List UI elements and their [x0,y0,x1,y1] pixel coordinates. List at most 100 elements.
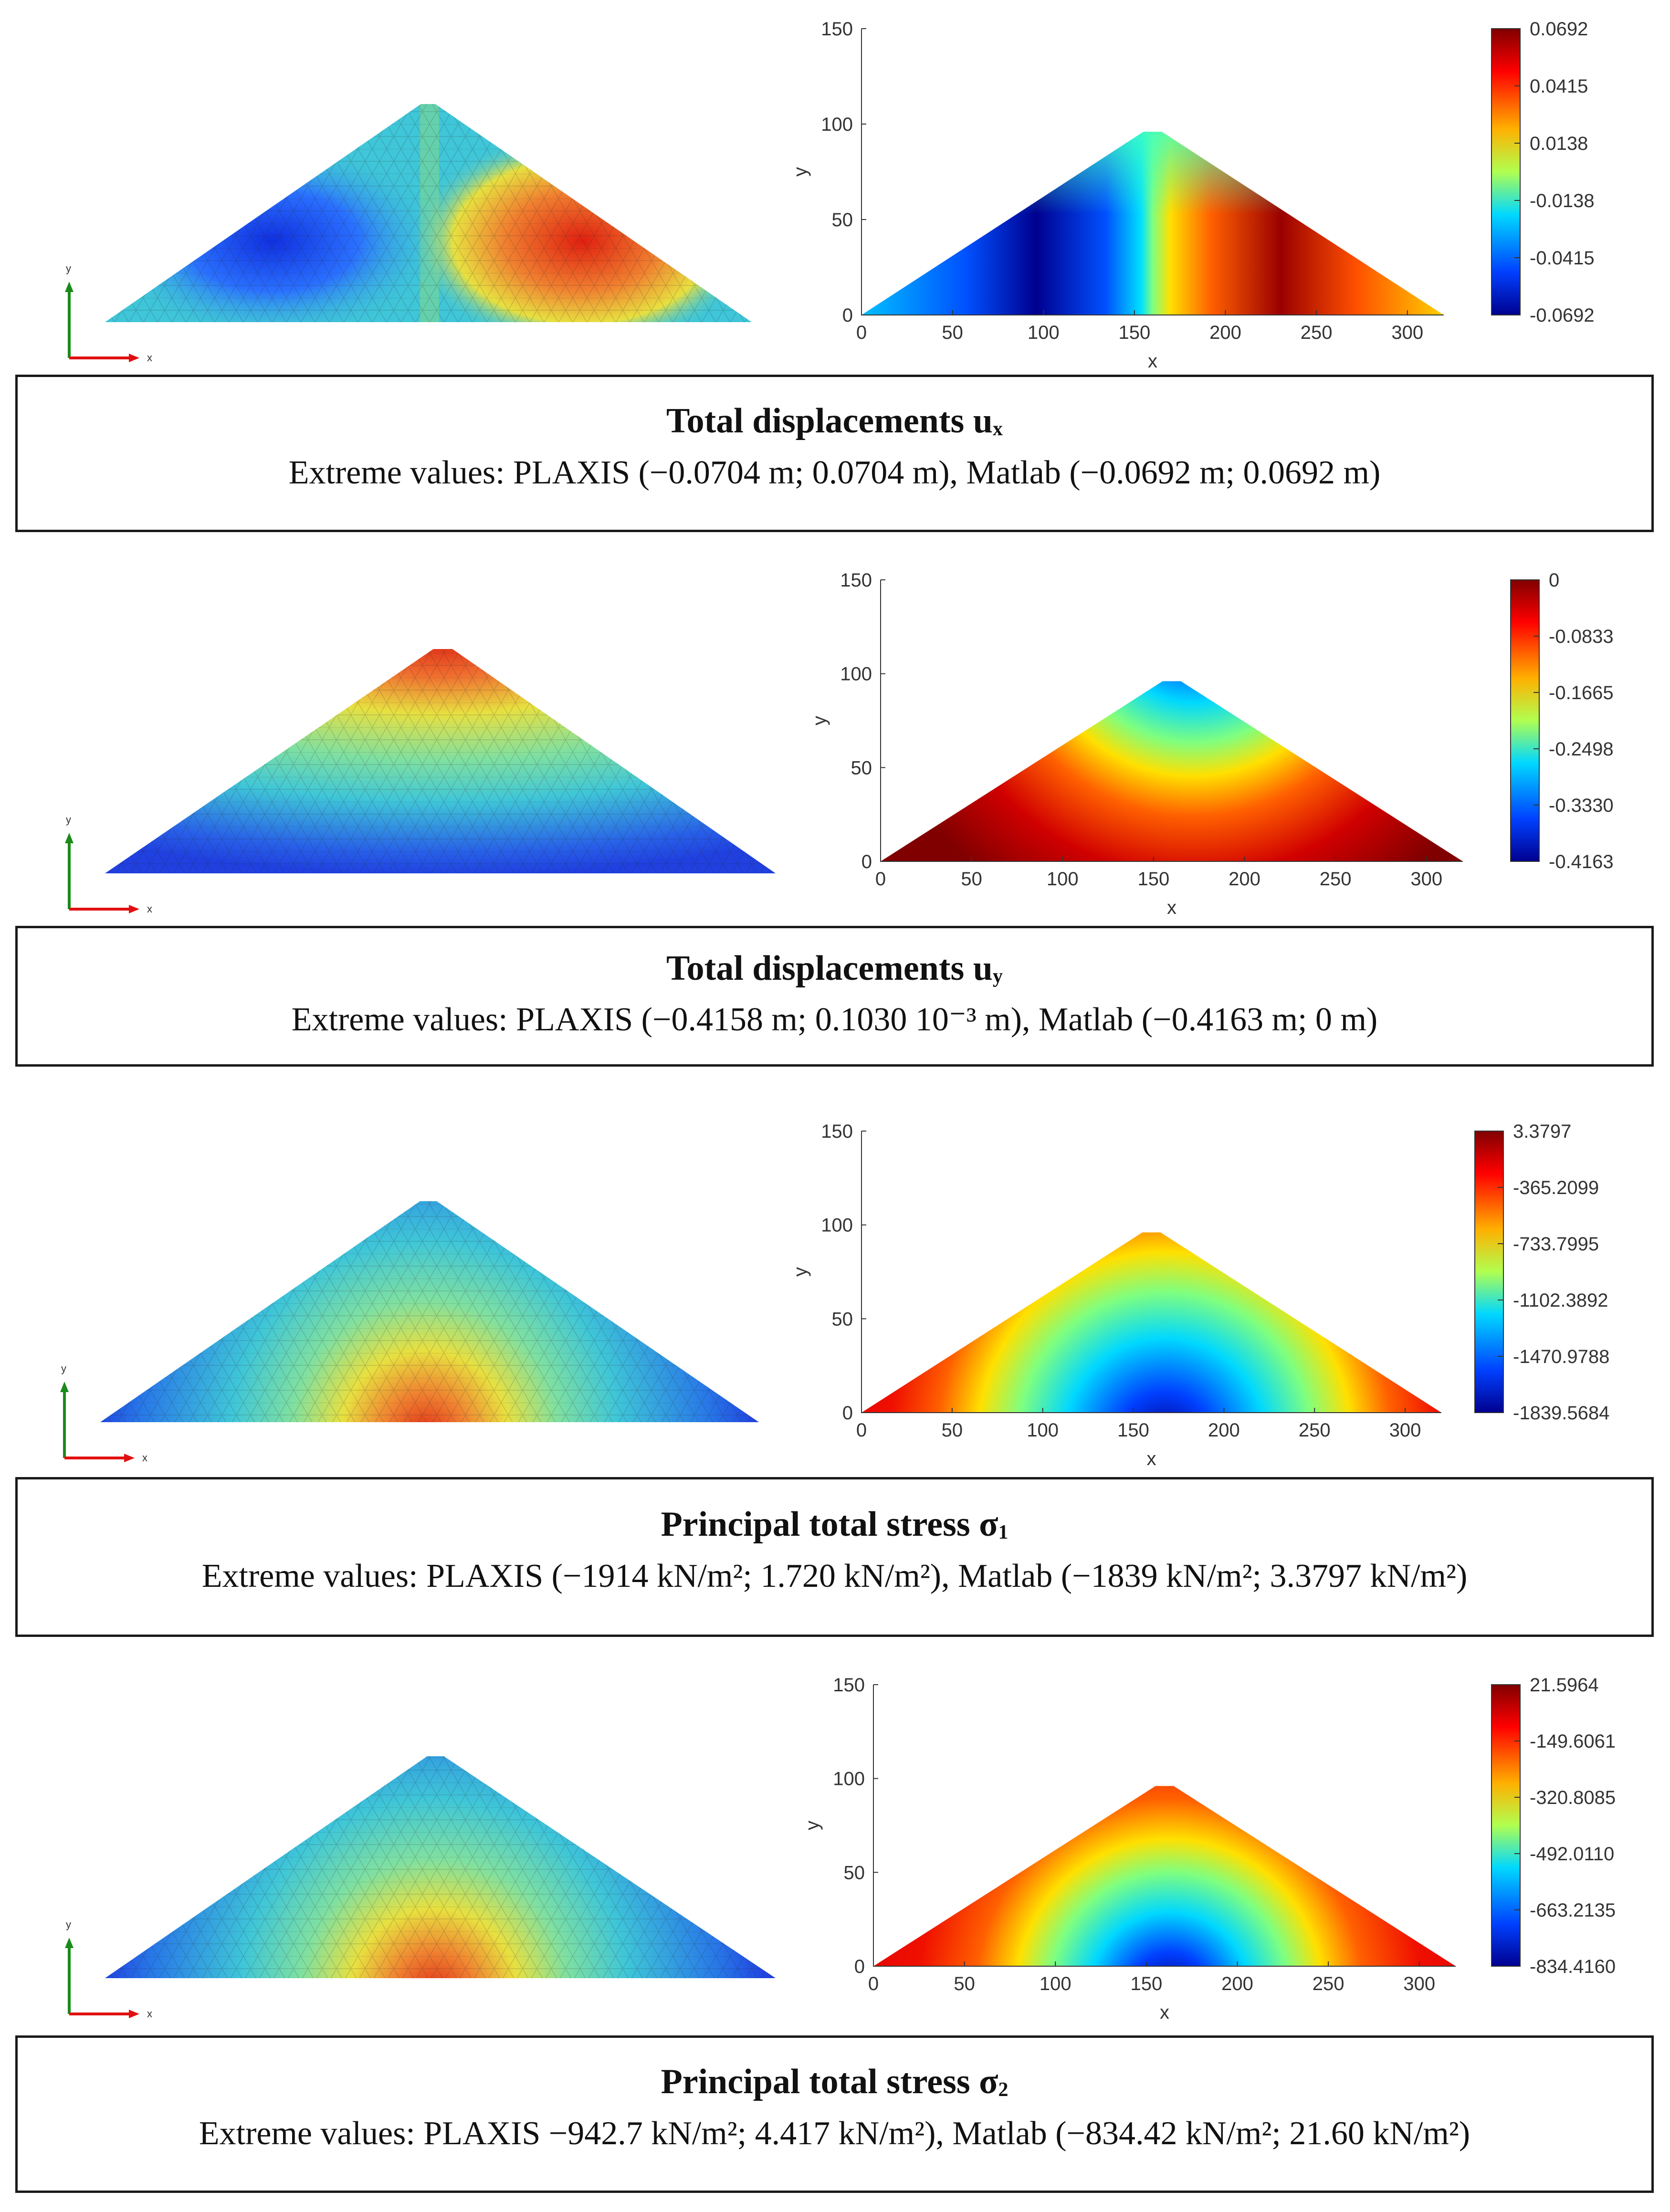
triad-x-label: x [142,1452,147,1464]
colorbar-tick-label: 0 [1549,570,1559,591]
y-tick-label: 50 [844,1862,865,1883]
x-tick-label: 300 [1410,869,1442,890]
y-tick-label: 0 [842,305,853,326]
caption-title: Principal total stress σ1 [661,1505,1008,1544]
y-tick-label: 150 [821,1121,853,1142]
y-tick-label: 150 [833,1675,865,1696]
caption-extreme-values: Extreme values: PLAXIS −942.7 kN/m²; 4.4… [199,2115,1470,2152]
colorbar-tick-label: -149.6061 [1530,1731,1616,1752]
x-tick-label: 150 [1131,1973,1163,1994]
xy-axis-triad-icon: y x [65,262,152,364]
colorbar-tick-label: -0.4163 [1549,851,1614,872]
y-tick-label: 0 [842,1403,853,1424]
heatmap-area: 0 50 100 150 200 250 300 0 50 100 150 x y [790,19,1444,372]
x-tick-label: 50 [942,1420,963,1441]
colorbar-tick-label: -1839.5684 [1513,1403,1609,1424]
colorbar-tick-label: -1102.3892 [1513,1290,1608,1311]
x-tick-label: 300 [1391,322,1423,343]
colorbar-tick-label: -492.0110 [1530,1844,1614,1865]
xy-axis-triad-icon: y x [60,1363,147,1464]
colorbar-tick-label: -0.0692 [1530,305,1595,326]
caption-box: Total displacements uy Extreme values: P… [15,926,1654,1067]
colorbar-tick-label: -0.0833 [1549,626,1614,647]
colorbar-tick-label: 21.5964 [1530,1675,1599,1696]
x-tick-label: 300 [1389,1420,1421,1441]
colorbar-tick-label: -663.2135 [1530,1900,1616,1921]
colorbar-tick-label: -0.3330 [1549,795,1614,816]
y-axis-label: y [790,1267,811,1277]
colorbar-tick-label: 0.0692 [1530,19,1588,40]
matlab-heatmap-plot: 0 50 100 150 200 250 300 0 50 100 150 x y 21.5964 -14… [802,1675,1616,2023]
x-tick-label: 100 [1047,869,1079,890]
x-tick-label: 50 [942,322,963,343]
triad-y-label: y [66,1918,71,1930]
colorbar: 0 -0.0833 -0.1665 -0.2498 -0.3330 -0.4163 [1510,570,1614,872]
matlab-heatmap-plot: 0 50 100 150 200 250 300 0 50 100 150 x y 0 -0.0833 -0… [809,570,1614,918]
y-tick-label: 100 [840,664,872,685]
field-domain [861,1232,1441,1413]
y-tick-label: 50 [832,210,853,231]
y-tick-label: 0 [861,851,872,872]
colorbar-tick-label: -320.8085 [1530,1787,1616,1808]
caption-box: Principal total stress σ2 Extreme values… [15,2035,1654,2193]
matlab-heatmap-plot: 0 50 100 150 200 250 300 0 50 100 150 x y 3.3797 -365… [790,1121,1609,1469]
colorbar-tick-label: 3.3797 [1513,1121,1571,1142]
x-tick-label: 0 [875,869,886,890]
plaxis-mesh-plot: y x [65,104,752,364]
colorbar-tick-label: 0.0415 [1530,76,1588,97]
x-tick-label: 200 [1209,322,1241,343]
y-tick-label: 50 [851,757,872,778]
xy-axis-triad-icon: y x [65,1918,152,2020]
caption-extreme-values: Extreme values: PLAXIS (−1914 kN/m²; 1.7… [201,1558,1468,1594]
colorbar-tick-label: -834.4160 [1530,1956,1616,1977]
heatmap-area: 0 50 100 150 200 250 300 0 50 100 150 x y [809,570,1463,918]
caption-title: Principal total stress σ2 [661,2062,1008,2101]
triad-y-label: y [66,814,71,826]
x-axis-label: x [1147,1448,1156,1469]
y-tick-label: 150 [840,570,872,591]
caption-title: Total displacements uy [666,949,1003,988]
colorbar-tick-label: -0.0415 [1530,248,1595,269]
panel-sigma1: y x 0 50 100 150 200 250 300 0 50 100 150 x y [0,1105,1670,1639]
plaxis-mesh-plot: y x [65,649,776,915]
x-tick-label: 50 [954,1973,975,1994]
x-tick-label: 200 [1221,1973,1253,1994]
x-tick-label: 0 [856,1420,867,1441]
colorbar-tick-label: 0.0138 [1530,133,1588,154]
x-axis-label: x [1167,897,1176,918]
plaxis-mesh-plot: y x [60,1201,759,1464]
x-tick-label: 150 [1138,869,1170,890]
matlab-heatmap-plot: 0 50 100 150 200 250 300 0 50 100 150 x y 0.0692 0.04… [790,19,1595,372]
triad-x-label: x [147,903,152,915]
y-tick-label: 150 [821,19,853,40]
colorbar-tick-label: -365.2099 [1513,1177,1599,1198]
panel-uy: y x 0 50 100 150 200 250 300 0 50 100 150 x y [0,554,1670,1069]
caption-box: Principal total stress σ1 Extreme values… [15,1477,1654,1637]
y-axis-label: y [809,716,830,725]
x-tick-label: 100 [1040,1973,1071,1994]
caption-extreme-values: Extreme values: PLAXIS (−0.0704 m; 0.070… [288,454,1381,491]
colorbar-tick-label: -0.1665 [1549,682,1614,703]
x-tick-label: 0 [868,1973,879,1994]
caption-box: Total displacements ux Extreme values: P… [15,375,1654,532]
x-tick-label: 200 [1229,869,1260,890]
x-tick-label: 50 [961,869,982,890]
field-domain-shading [861,132,1444,315]
colorbar: 3.3797 -365.2099 -733.7995 -1102.3892 -1470.… [1474,1121,1609,1424]
x-tick-label: 100 [1028,322,1060,343]
panel-sigma2: y x 0 50 100 150 200 250 300 0 50 100 150 x y [0,1658,1670,2212]
caption-extreme-values: Extreme values: PLAXIS (−0.4158 m; 0.103… [291,1001,1378,1038]
triad-x-label: x [147,352,152,364]
x-tick-label: 200 [1208,1420,1240,1441]
x-tick-label: 300 [1403,1973,1435,1994]
caption-title: Total displacements ux [666,401,1003,440]
x-tick-label: 150 [1117,1420,1149,1441]
panel-ux: y x [0,0,1670,535]
x-tick-label: 250 [1313,1973,1344,1994]
field-domain [881,681,1463,861]
y-tick-label: 0 [854,1956,865,1977]
colorbar: 21.5964 -149.6061 -320.8085 -492.0110 -663.2… [1491,1675,1616,1977]
triad-y-label: y [61,1363,66,1374]
x-tick-label: 100 [1027,1420,1059,1441]
x-axis-label: x [1160,2002,1169,2023]
